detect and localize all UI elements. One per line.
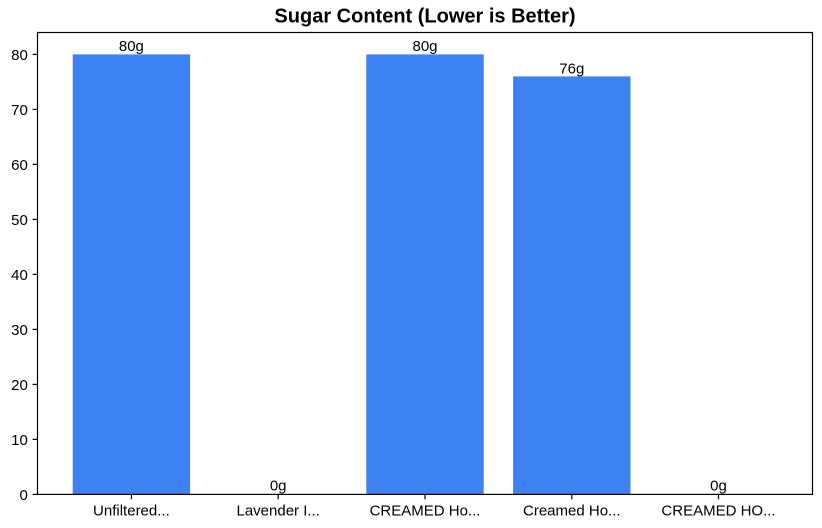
svg-text:CREAMED HO...: CREAMED HO... [661,502,775,519]
svg-text:70: 70 [11,102,28,119]
svg-text:0g: 0g [710,478,727,495]
svg-text:76g: 76g [559,60,584,77]
svg-text:Sugar Content (Lower is Better: Sugar Content (Lower is Better) [274,6,575,28]
svg-text:0g: 0g [270,478,287,495]
svg-text:40: 40 [11,267,28,284]
svg-text:50: 50 [11,212,28,229]
svg-text:0: 0 [19,487,27,504]
svg-text:Lavender I...: Lavender I... [237,502,320,519]
svg-text:30: 30 [11,322,28,339]
svg-text:10: 10 [11,432,28,449]
svg-text:Unfiltered...: Unfiltered... [93,502,170,519]
svg-text:80g: 80g [119,38,144,55]
svg-text:60: 60 [11,157,28,174]
svg-text:80: 80 [11,47,28,64]
svg-text:20: 20 [11,377,28,394]
svg-text:CREAMED Ho...: CREAMED Ho... [370,502,481,519]
svg-text:80g: 80g [412,38,437,55]
svg-text:Creamed Ho...: Creamed Ho... [523,502,621,519]
